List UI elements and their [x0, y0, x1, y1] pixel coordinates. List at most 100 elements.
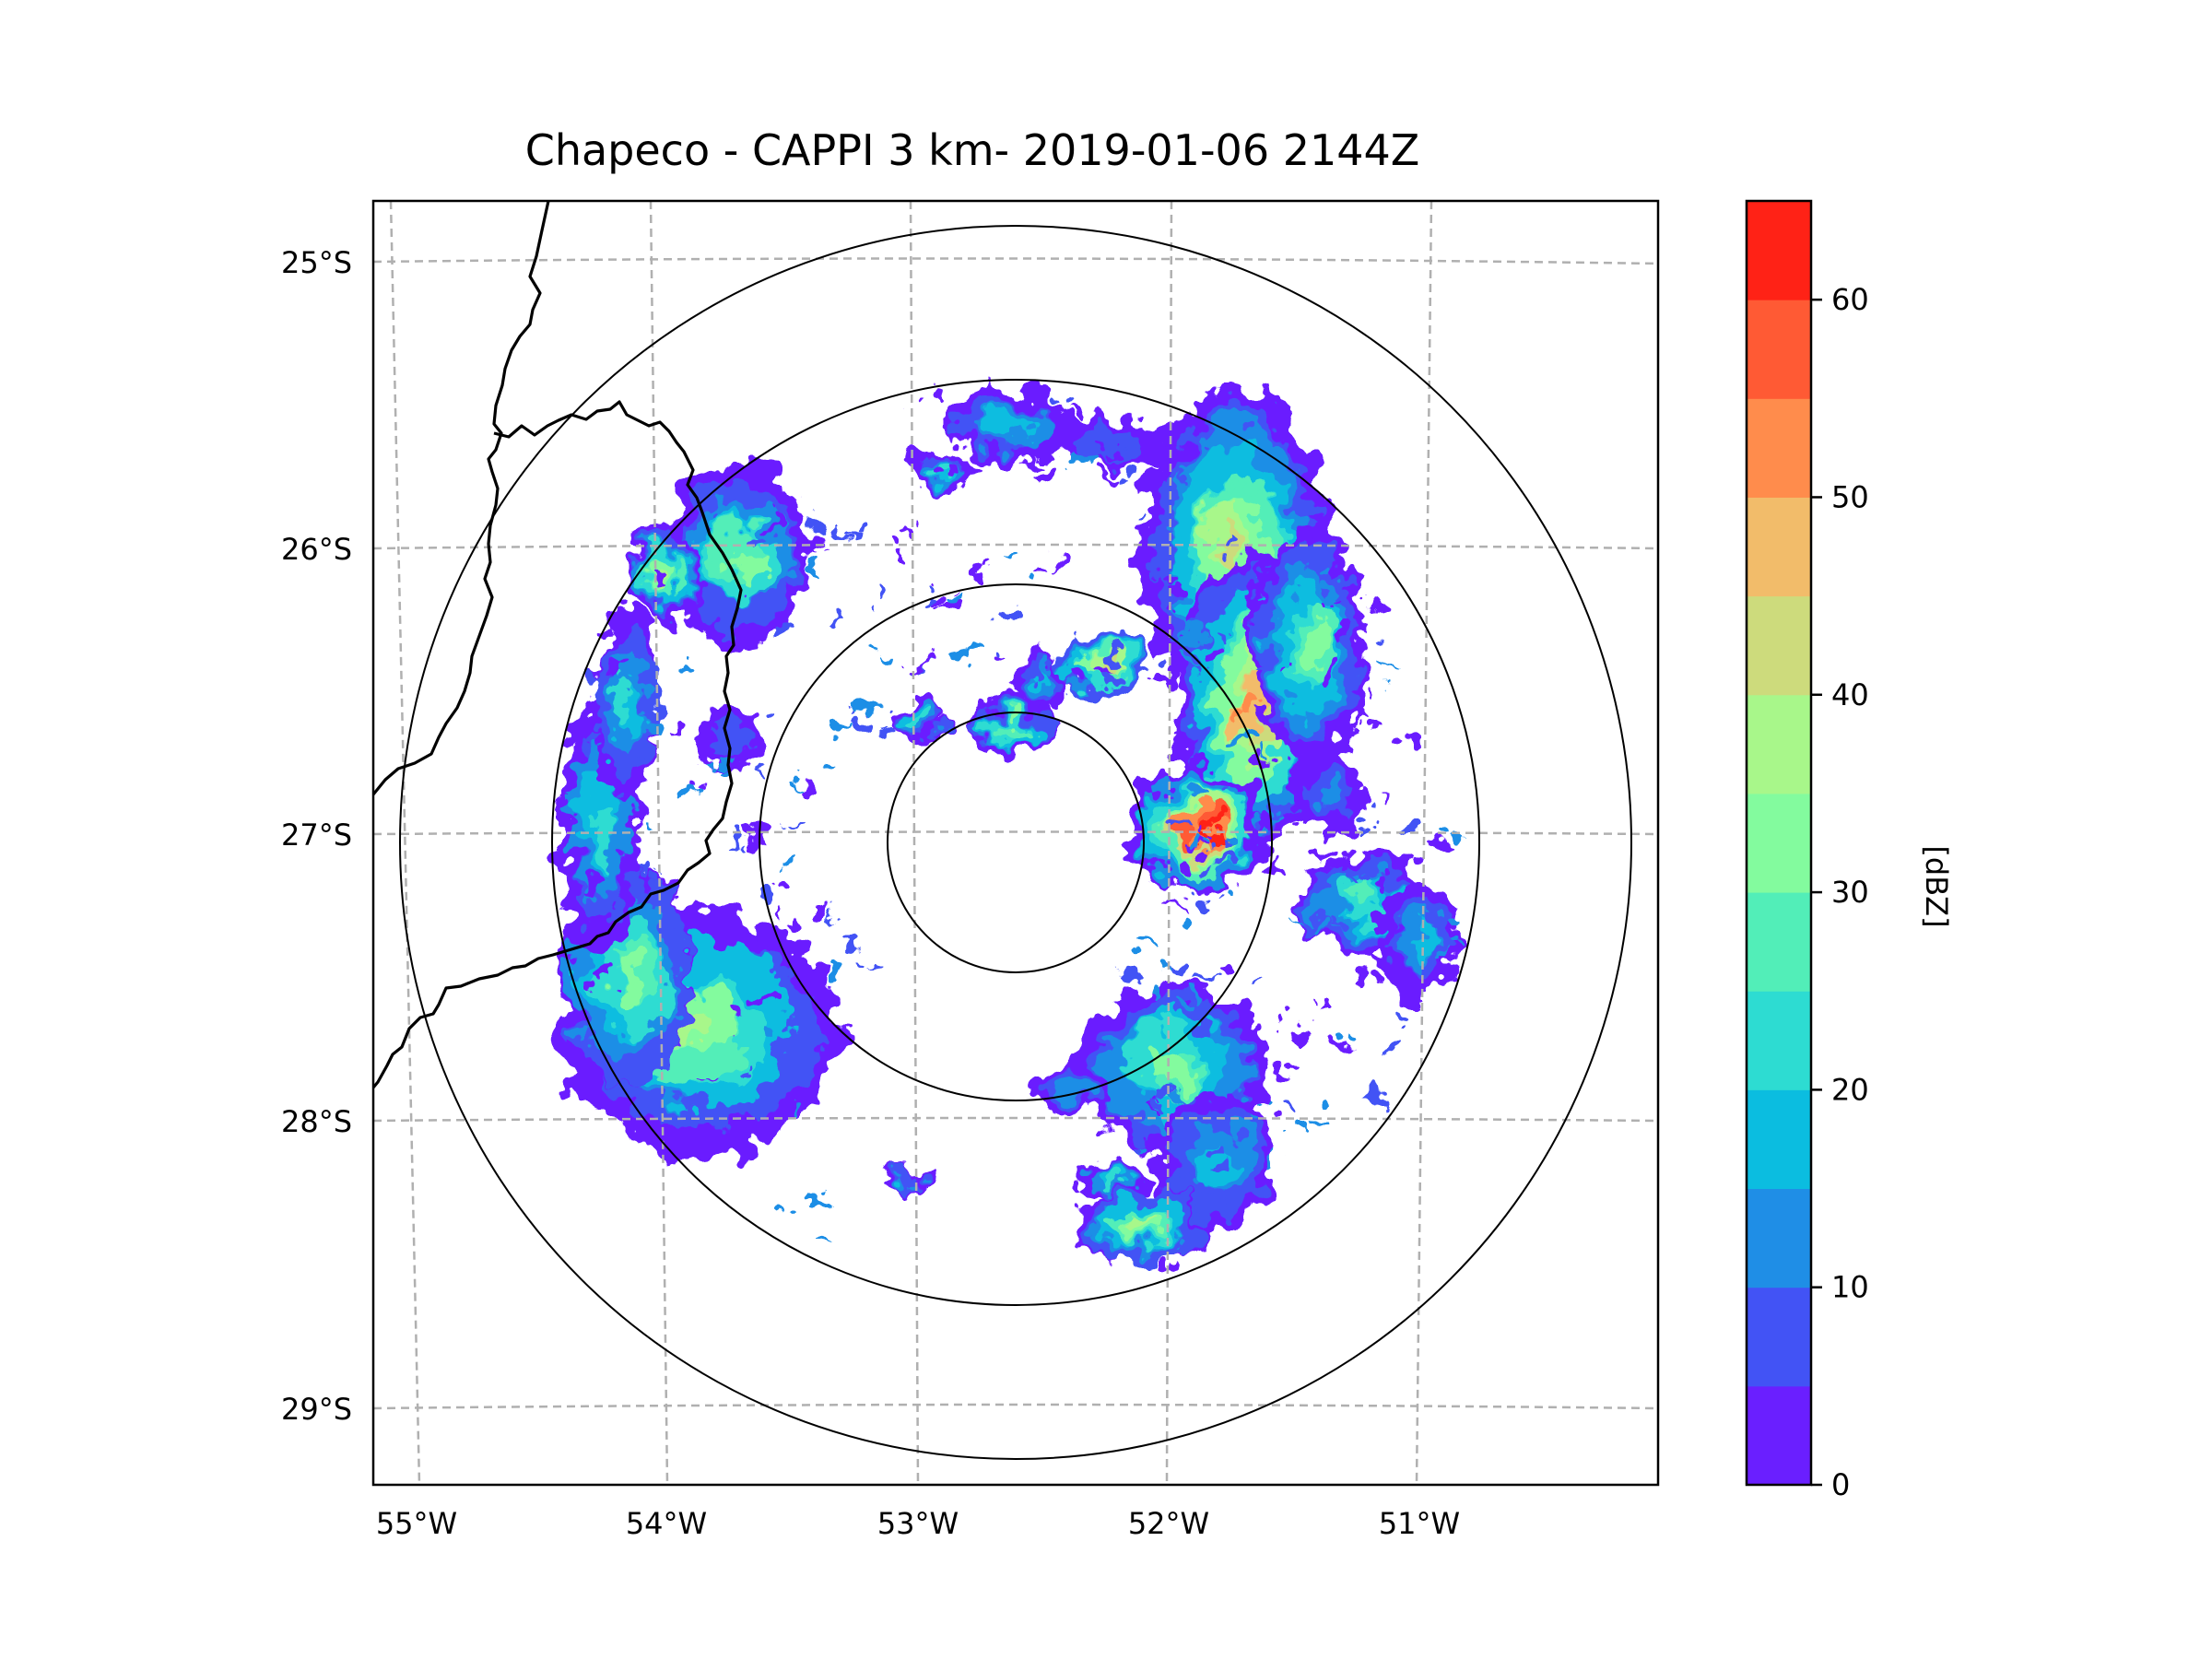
- echo-speckle: [559, 798, 575, 803]
- echo-speckle: [1050, 660, 1056, 667]
- echo-speckle: [1099, 672, 1114, 684]
- echo-speckle: [1171, 1243, 1180, 1253]
- lat-label: 28°S: [281, 1104, 352, 1139]
- echo-speckle: [831, 612, 842, 618]
- echo-speckle: [1173, 724, 1183, 730]
- echo-speckle: [1021, 452, 1043, 462]
- echo-speckle: [1380, 674, 1399, 679]
- echo-speckle: [753, 534, 777, 545]
- echo-speckle: [1349, 1027, 1362, 1037]
- echo-speckle: [1039, 558, 1059, 566]
- echo-speckle: [1141, 1094, 1166, 1109]
- echo-speckle: [1010, 554, 1023, 559]
- echo-speckle: [1036, 467, 1060, 479]
- grid-lon-51: [1415, 201, 1433, 1485]
- echo-speckle: [773, 621, 786, 634]
- echo-speckle: [1328, 575, 1340, 590]
- echo-speckle: [1205, 1119, 1218, 1129]
- echo-speckle: [1134, 943, 1157, 951]
- echo-speckle: [1185, 996, 1194, 1008]
- echo-speckle: [1391, 925, 1400, 935]
- echo-speckle: [1022, 666, 1044, 681]
- lon-axis-labels: 55°W 54°W 53°W 52°W 51°W: [376, 1506, 1460, 1541]
- echo-speckle: [894, 541, 908, 551]
- echo-speckle: [814, 1239, 831, 1245]
- echo-speckle: [1280, 1013, 1290, 1023]
- colorbar-frame: [1745, 199, 1813, 1487]
- echo-speckle: [1185, 789, 1207, 800]
- echo-speckle: [1128, 1135, 1145, 1147]
- echo-cell: [1057, 1080, 1084, 1100]
- echo-speckle: [1184, 631, 1199, 646]
- echo-speckle: [806, 910, 829, 924]
- echo-speckle: [861, 700, 881, 714]
- echo-speckle: [760, 991, 775, 1001]
- colorbar-tick-label: 60: [1831, 282, 1869, 317]
- border-paraguay-brazil: [373, 201, 550, 796]
- echo-speckle: [782, 856, 796, 862]
- echo-speckle: [1196, 443, 1206, 453]
- echo-speckle: [1359, 872, 1366, 884]
- colorbar-band: [1747, 1385, 1811, 1486]
- echo-speckle: [909, 527, 919, 535]
- echo-speckle: [751, 929, 760, 937]
- echo-speckle: [1143, 506, 1156, 512]
- colorbar-tick-label: 10: [1831, 1270, 1869, 1305]
- echo-speckle: [1075, 681, 1090, 689]
- echo-speckle: [1288, 914, 1311, 921]
- echo-speckle: [1372, 911, 1394, 925]
- echo-speckle: [1364, 1088, 1388, 1100]
- colorbar-band: [1747, 595, 1811, 696]
- lon-label: 53°W: [877, 1506, 959, 1541]
- echo-speckle: [1105, 447, 1113, 459]
- echo-speckle: [745, 833, 767, 846]
- echo-speckle: [1224, 784, 1233, 796]
- border-argentina-brazil: [373, 400, 743, 1089]
- echo-speckle: [841, 935, 859, 945]
- colorbar-band: [1747, 1188, 1811, 1288]
- echo-speckle: [1331, 594, 1345, 602]
- echo-speckle: [922, 399, 942, 411]
- lat-axis-labels: 25°S 26°S 27°S 28°S 29°S: [281, 245, 352, 1427]
- colorbar-ticks: 0 10 20 30 40 50 60: [1811, 282, 1869, 1502]
- echo-speckle: [1238, 785, 1246, 796]
- echo-cell: [1007, 718, 1021, 730]
- range-ring-4: [399, 225, 1632, 1460]
- echo-speckle: [1182, 654, 1203, 661]
- echo-speckle: [1290, 1119, 1314, 1132]
- echo-speckle: [761, 947, 773, 959]
- echo-speckle: [763, 759, 771, 773]
- echo-speckle: [764, 1018, 782, 1031]
- echo-speckle: [1250, 668, 1267, 673]
- echo-speckle: [613, 782, 626, 788]
- echo-speckle: [1229, 1167, 1253, 1174]
- echo-speckle: [827, 721, 851, 731]
- range-ring-3: [551, 379, 1480, 1306]
- echo-cell: [977, 414, 1012, 434]
- colorbar-band: [1747, 300, 1811, 399]
- echo-speckle: [1448, 822, 1468, 838]
- echo-speckle: [1204, 823, 1212, 837]
- echo-speckle: [1207, 1146, 1228, 1159]
- echo-cell: [1126, 1216, 1147, 1230]
- echo-speckle: [1165, 967, 1176, 974]
- echo-speckle: [951, 642, 971, 656]
- map-frame: [371, 199, 1660, 1487]
- echo-cell: [1348, 883, 1371, 905]
- echo-speckle: [1212, 839, 1227, 851]
- echo-speckle: [694, 731, 717, 746]
- echo-speckle: [1368, 722, 1384, 728]
- map-panel: [371, 199, 1660, 1487]
- lon-label: 51°W: [1379, 1506, 1460, 1541]
- echo-speckle: [1389, 739, 1403, 749]
- echo-speckle: [1443, 910, 1465, 923]
- echo-speckle: [637, 866, 654, 873]
- lon-label: 54°W: [626, 1506, 707, 1541]
- echo-speckle: [931, 588, 943, 604]
- echo-speckle: [854, 960, 868, 968]
- echo-speckle: [736, 1069, 743, 1079]
- echo-speckle: [1151, 984, 1163, 1000]
- echo-cell: [593, 804, 614, 872]
- echo-speckle: [830, 918, 840, 924]
- echo-speckle: [1172, 822, 1193, 830]
